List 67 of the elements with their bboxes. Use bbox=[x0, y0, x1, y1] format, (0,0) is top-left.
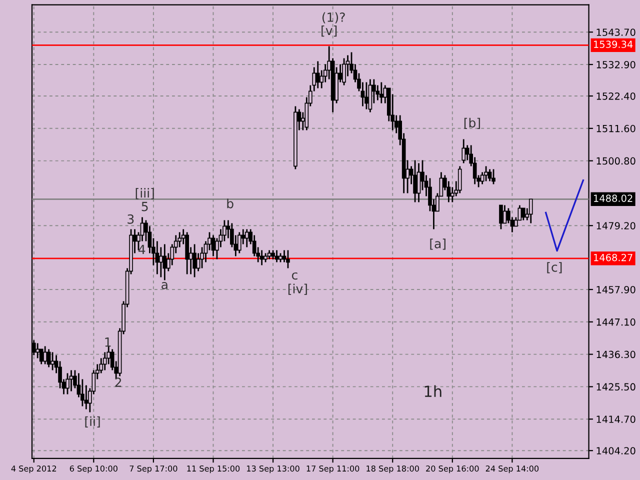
candlestick bbox=[50, 352, 54, 371]
annotation: [b] bbox=[464, 118, 480, 129]
ref-line-label: 1468.27 bbox=[594, 254, 632, 262]
annotation: [v] bbox=[322, 26, 337, 37]
x-tick-label: 20 Sep 16:00 bbox=[426, 465, 479, 474]
candlestick bbox=[484, 166, 488, 182]
candlestick bbox=[342, 58, 346, 86]
y-tick-label: 1479.20 bbox=[596, 222, 636, 230]
candlestick bbox=[368, 78, 372, 113]
annotation: [ii] bbox=[85, 416, 100, 428]
ref-line-label: 1488.02 bbox=[594, 194, 632, 202]
y-tick-label: 1436.30 bbox=[596, 350, 636, 358]
x-tick-label: 17 Sep 11:00 bbox=[306, 465, 360, 474]
candlestick bbox=[36, 342, 40, 359]
annotation: [a] bbox=[430, 238, 446, 250]
candlestick bbox=[502, 204, 507, 224]
y-tick-label: 1457.90 bbox=[596, 286, 636, 294]
annotation: 3 bbox=[128, 214, 134, 224]
candlestick bbox=[413, 160, 417, 203]
y-tick-label: 1425.50 bbox=[596, 383, 636, 391]
candlestick bbox=[185, 232, 189, 275]
annotation: b bbox=[227, 198, 234, 208]
y-tick-label: 1447.10 bbox=[596, 318, 636, 326]
candlestick bbox=[286, 250, 290, 269]
annotation: 1 bbox=[105, 338, 111, 347]
candlestick bbox=[521, 208, 526, 221]
annotation: [iv] bbox=[288, 284, 307, 295]
y-tick-label: 1511.60 bbox=[596, 124, 636, 132]
annotation: (1)? bbox=[322, 12, 345, 24]
candlestick bbox=[46, 348, 51, 368]
ref-line-label: 1539.34 bbox=[594, 40, 633, 48]
annotation: c bbox=[292, 272, 298, 280]
candlestick bbox=[66, 372, 70, 395]
x-tick-label: 7 Sep 17:00 bbox=[130, 465, 178, 474]
candlestick bbox=[237, 232, 242, 254]
candlestick bbox=[316, 60, 320, 89]
candlestick bbox=[364, 82, 368, 110]
candlestick bbox=[43, 346, 47, 365]
x-tick-label: 13 Sep 13:00 bbox=[247, 465, 300, 474]
candlestick bbox=[458, 166, 462, 194]
candlestick bbox=[462, 138, 466, 164]
x-tick-label: 24 Sep 14:00 bbox=[486, 465, 539, 474]
candlestick bbox=[211, 234, 216, 257]
y-tick-label: 1522.40 bbox=[596, 92, 636, 100]
candlestick bbox=[499, 204, 503, 230]
y-tick-label: 1500.80 bbox=[596, 157, 636, 165]
x-tick-label: 18 Sep 18:00 bbox=[366, 465, 419, 474]
candlestick bbox=[155, 240, 160, 275]
candlestick bbox=[528, 198, 533, 224]
y-tick-label: 1414.70 bbox=[596, 416, 636, 423]
candlestick bbox=[192, 244, 196, 278]
x-tick-label: 4 Sep 2012 bbox=[11, 465, 56, 474]
candlestick bbox=[416, 162, 421, 203]
y-tick-label: 1404.20 bbox=[596, 447, 636, 454]
x-tick-label: 11 Sep 15:00 bbox=[187, 465, 240, 474]
y-tick-label: 1543.70 bbox=[596, 28, 636, 36]
annotation: 4 bbox=[138, 244, 146, 254]
annotation: 1h bbox=[424, 385, 442, 397]
annotation: [iii] bbox=[136, 188, 154, 200]
candlestick bbox=[162, 244, 167, 281]
annotation: 5 bbox=[142, 202, 148, 212]
candlestick bbox=[492, 168, 496, 185]
annotation: a bbox=[162, 282, 168, 290]
y-tick-label: 1532.90 bbox=[596, 60, 636, 68]
annotation: [c] bbox=[547, 262, 562, 274]
annotation: 2 bbox=[115, 378, 122, 387]
x-tick-label: 6 Sep 10:00 bbox=[70, 465, 118, 474]
